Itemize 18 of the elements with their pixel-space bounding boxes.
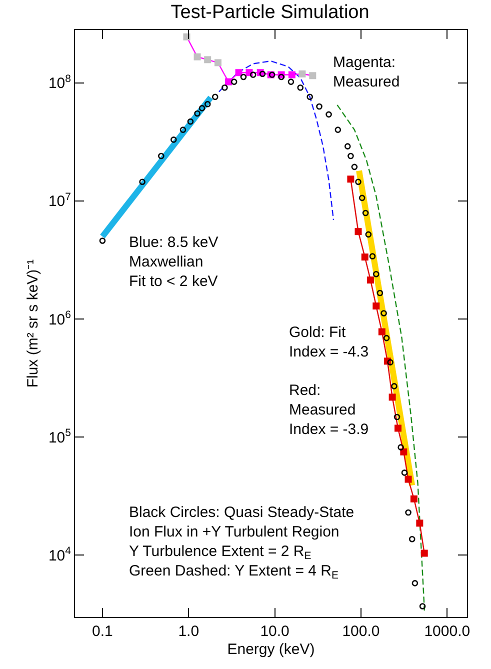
y-tick-label: 10$^{7}$ [48, 190, 72, 210]
y-tick-label: 10$^{5}$ [48, 427, 72, 446]
y-axis-title: Flux (m² sr s keV)⁻¹ [24, 259, 42, 388]
annotation: Magenta: Measured [333, 54, 400, 90]
x-tick-label: 100.0 [342, 623, 380, 640]
x-tick-label: 1000.0 [424, 623, 470, 640]
y-tick-label: 10$^{4}$ [48, 545, 72, 564]
chart-title: Test-Particle Simulation [170, 2, 370, 23]
x-tick-label: 10.0 [260, 623, 290, 640]
x-axis-title: Energy (keV) [227, 641, 315, 658]
annotation: Black Circles: Quasi Steady-State Ion Flux in +Y Turbulent Region Y Turbulence Extent = 2 R$_{E}$ Green Dashed: Y Extent = 4 R$_{E}$ [129, 504, 354, 582]
x-tick-label: 1.0 [178, 623, 200, 640]
x-tick-label: 0.1 [92, 623, 113, 640]
y-tick-label: 10$^{6}$ [48, 308, 72, 328]
y-tick-label: 10$^{8}$ [48, 72, 72, 92]
annotation: Blue: 8.5 keV Maxwellian Fit to < 2 keV [129, 234, 218, 290]
annotation: Red: Measured Index = -3.9 [289, 382, 369, 438]
annotation: Gold: Fit Index = -4.3 [289, 324, 369, 360]
